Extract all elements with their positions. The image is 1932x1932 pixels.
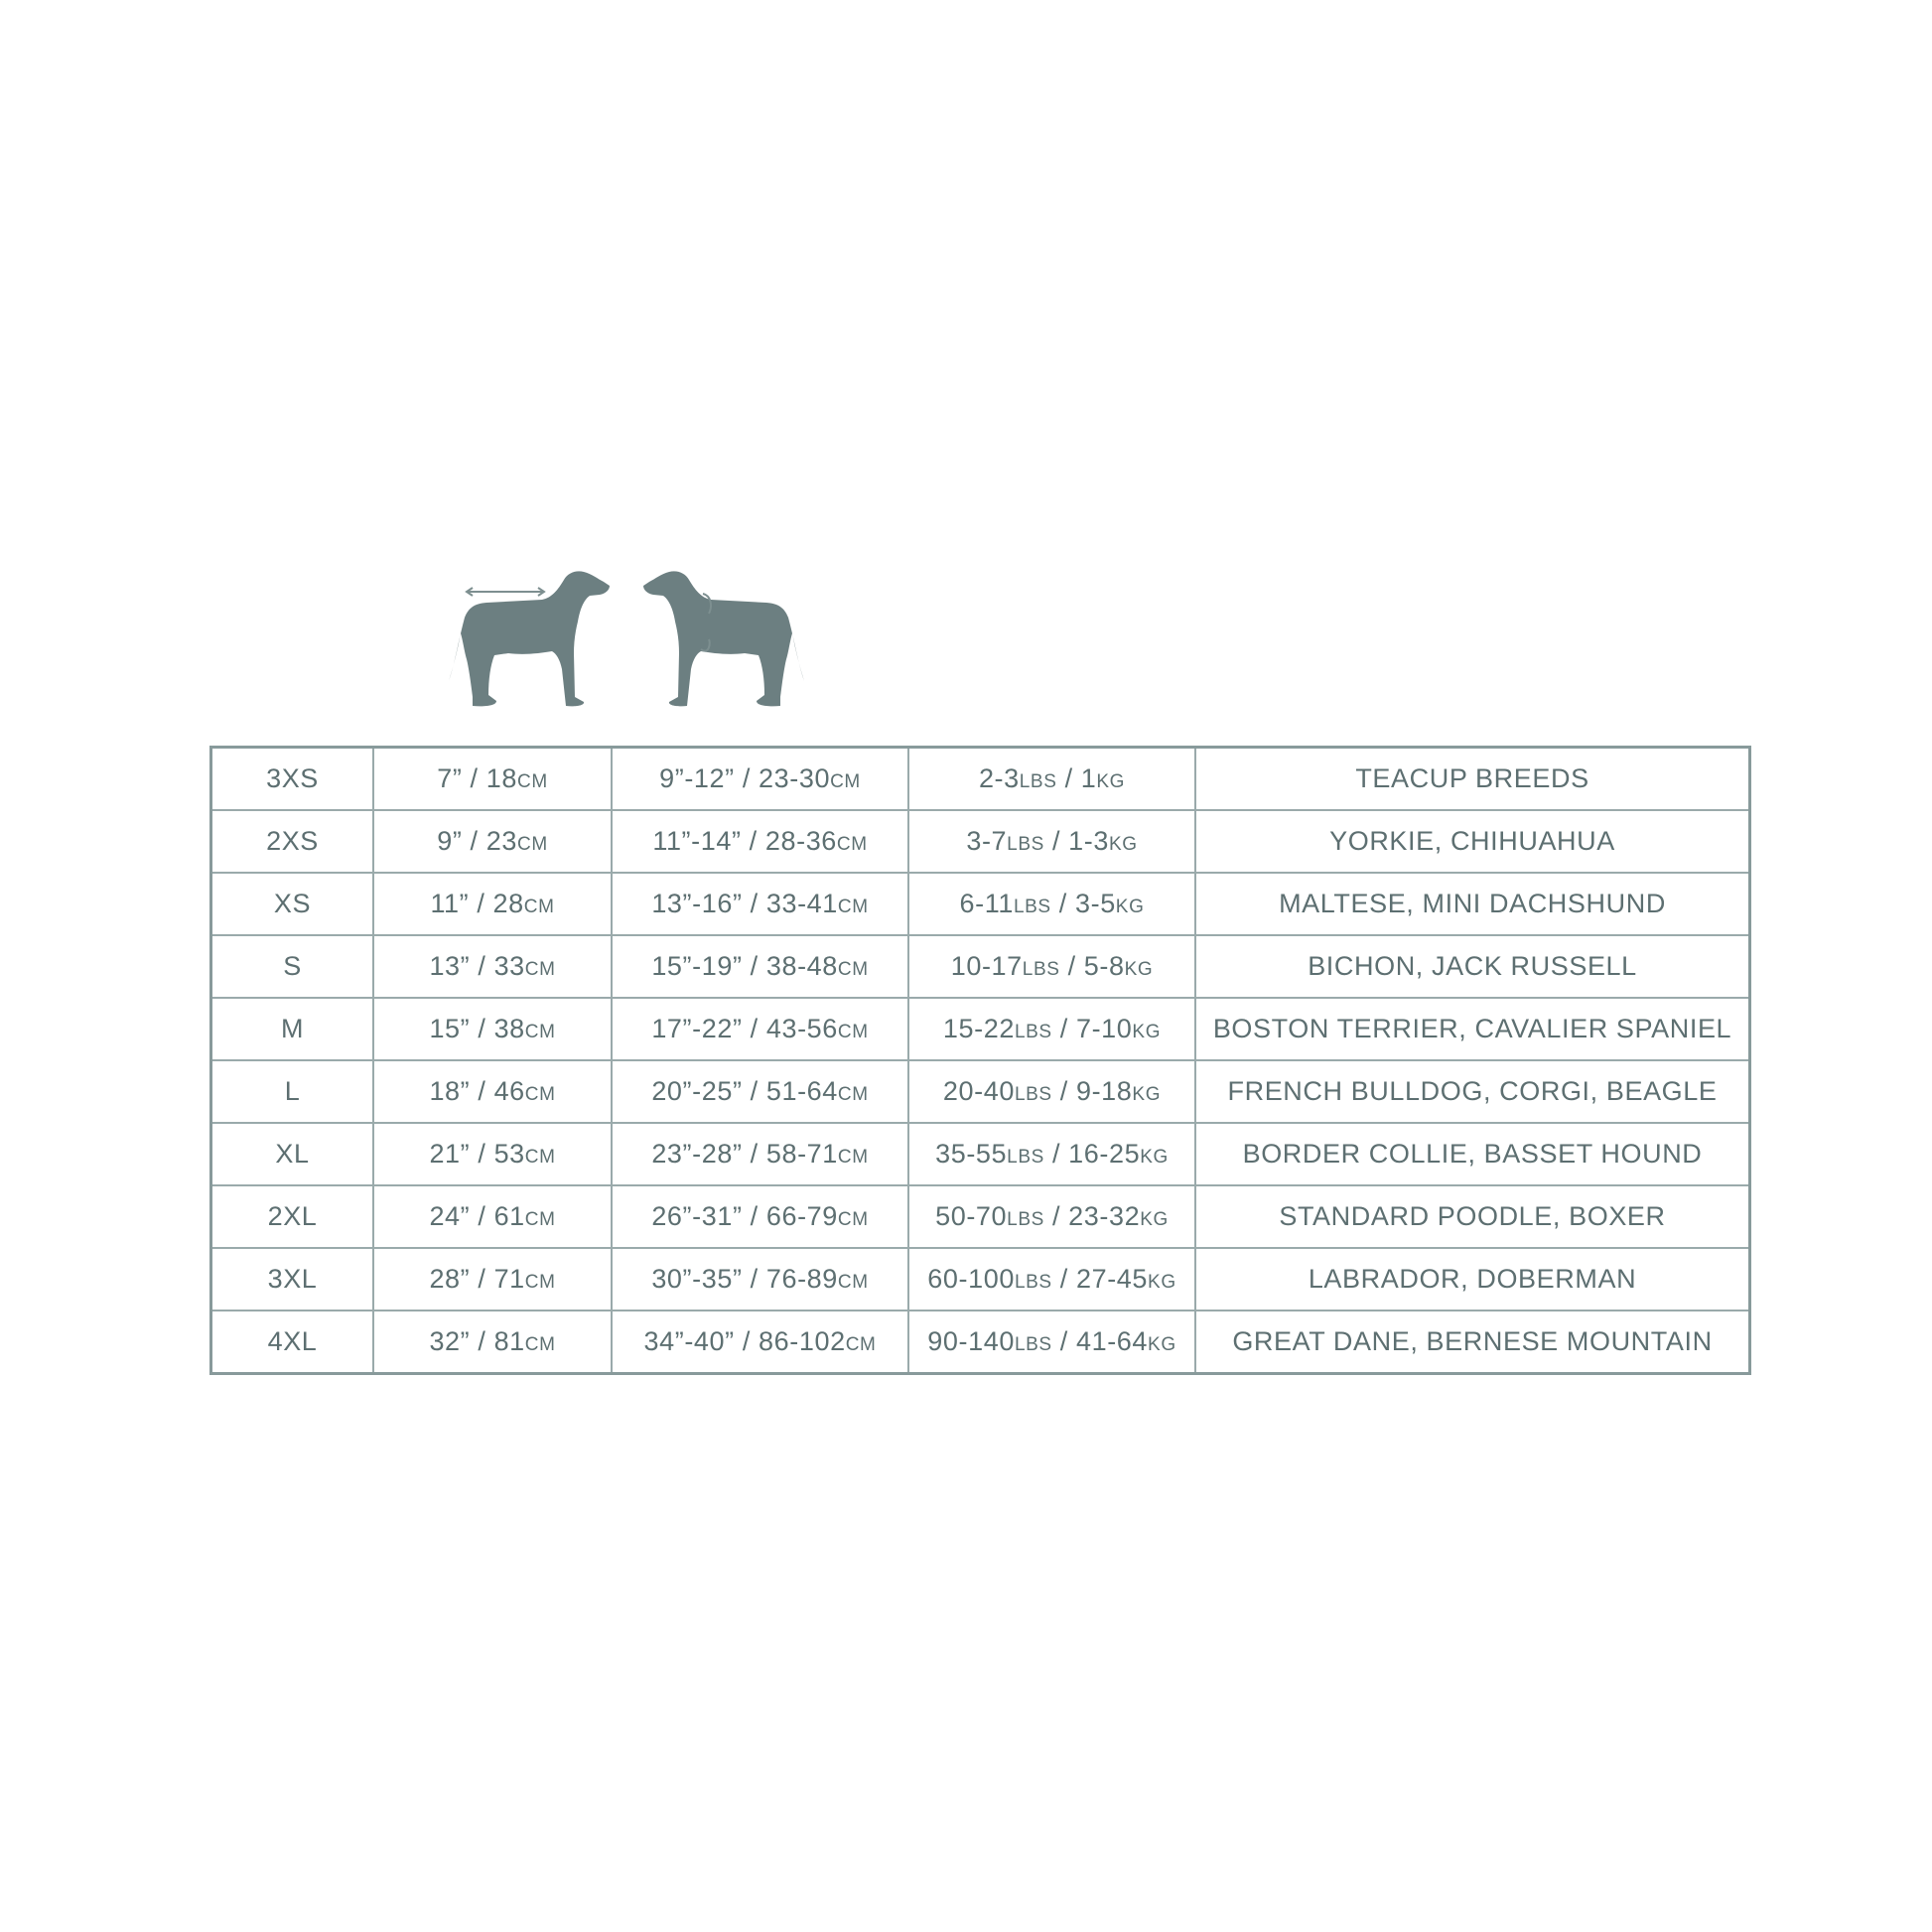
cell-breeds: TEACUP BREEDS [1194,746,1751,811]
table-row: XS 11” / 28cm 13”-16” / 33-41cm 6-11lbs / 3… [209,872,1751,936]
cell-back: 11” / 28cm [372,872,613,936]
cell-breeds: FRENCH BULLDOG, CORGI, BEAGLE [1194,1059,1751,1124]
cell-breeds: LABRADOR, DOBERMAN [1194,1247,1751,1311]
cell-size: 3XS [209,746,374,811]
cell-back: 21” / 53cm [372,1122,613,1186]
cell-breeds: MALTESE, MINI DACHSHUND [1194,872,1751,936]
cell-weight: 6-11lbs / 3-5kg [907,872,1196,936]
cell-chest: 17”-22” / 43-56cm [611,997,909,1061]
cell-breeds: BORDER COLLIE, BASSET HOUND [1194,1122,1751,1186]
cell-weight: 3-7lbs / 1-3kg [907,809,1196,874]
cell-back: 32” / 81cm [372,1310,613,1375]
cell-weight: 35-55lbs / 16-25kg [907,1122,1196,1186]
cell-size: XL [209,1122,374,1186]
cell-breeds: BOSTON TERRIER, CAVALIER SPANIEL [1194,997,1751,1061]
cell-size: 2XS [209,809,374,874]
cell-weight: 90-140lbs / 41-64kg [907,1310,1196,1375]
cell-chest: 23”-28” / 58-71cm [611,1122,909,1186]
cell-chest: 26”-31” / 66-79cm [611,1184,909,1249]
table-row: 2XS 9” / 23cm 11”-14” / 28-36cm 3-7lbs / 1-… [209,809,1751,874]
cell-breeds: GREAT DANE, BERNESE MOUNTAIN [1194,1310,1751,1375]
cell-size: 3XL [209,1247,374,1311]
cell-chest: 30”-35” / 76-89cm [611,1247,909,1311]
cell-size: S [209,934,374,999]
size-chart-table: 3XS 7” / 18cm 9”-12” / 23-30cm 2-3lbs / 1kg… [209,746,1751,1375]
cell-size: 2XL [209,1184,374,1249]
cell-weight: 10-17lbs / 5-8kg [907,934,1196,999]
cell-weight: 15-22lbs / 7-10kg [907,997,1196,1061]
measurement-illustrations [445,570,812,715]
table-row: XL 21” / 53cm 23”-28” / 58-71cm 35-55lbs / … [209,1122,1751,1186]
cell-breeds: STANDARD POODLE, BOXER [1194,1184,1751,1249]
cell-size: M [209,997,374,1061]
cell-chest: 13”-16” / 33-41cm [611,872,909,936]
cell-size: 4XL [209,1310,374,1375]
table-row: 4XL 32” / 81cm 34”-40” / 86-102cm 90-140lbs… [209,1310,1751,1375]
cell-size: L [209,1059,374,1124]
cell-back: 9” / 23cm [372,809,613,874]
cell-back: 28” / 71cm [372,1247,613,1311]
cell-back: 13” / 33cm [372,934,613,999]
cell-back: 18” / 46cm [372,1059,613,1124]
table-row: L 18” / 46cm 20”-25” / 51-64cm 20-40lbs / 9… [209,1059,1751,1124]
cell-weight: 50-70lbs / 23-32kg [907,1184,1196,1249]
cell-chest: 34”-40” / 86-102cm [611,1310,909,1375]
cell-weight: 60-100lbs / 27-45kg [907,1247,1196,1311]
cell-weight: 20-40lbs / 9-18kg [907,1059,1196,1124]
table-row: 3XS 7” / 18cm 9”-12” / 23-30cm 2-3lbs / 1kg… [209,746,1751,811]
table-row: 3XL 28” / 71cm 30”-35” / 76-89cm 60-100lbs … [209,1247,1751,1311]
cell-weight: 2-3lbs / 1kg [907,746,1196,811]
cell-size: XS [209,872,374,936]
table-row: S 13” / 33cm 15”-19” / 38-48cm 10-17lbs / 5… [209,934,1751,999]
cell-back: 7” / 18cm [372,746,613,811]
cell-back: 24” / 61cm [372,1184,613,1249]
dog-back-length-icon [445,570,614,711]
cell-breeds: YORKIE, CHIHUAHUA [1194,809,1751,874]
cell-chest: 11”-14” / 28-36cm [611,809,909,874]
cell-chest: 9”-12” / 23-30cm [611,746,909,811]
cell-back: 15” / 38cm [372,997,613,1061]
cell-breeds: BICHON, JACK RUSSELL [1194,934,1751,999]
table-row: M 15” / 38cm 17”-22” / 43-56cm 15-22lbs / 7… [209,997,1751,1061]
cell-chest: 15”-19” / 38-48cm [611,934,909,999]
cell-chest: 20”-25” / 51-64cm [611,1059,909,1124]
table-row: 2XL 24” / 61cm 26”-31” / 66-79cm 50-70lbs /… [209,1184,1751,1249]
dog-neck-chest-girth-icon [639,570,808,711]
